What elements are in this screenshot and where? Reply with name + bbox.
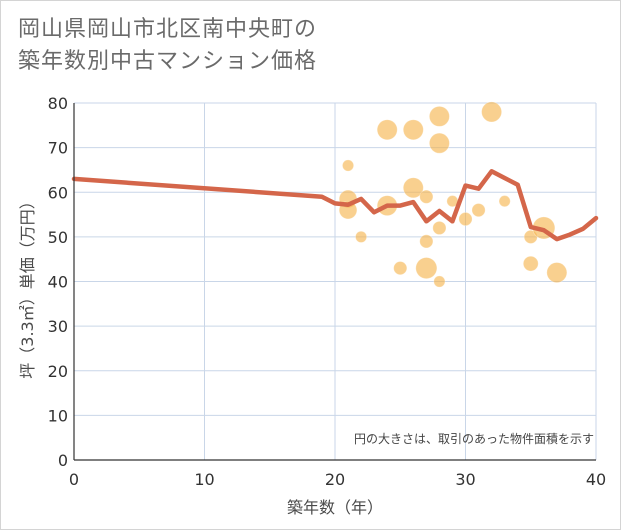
grid-lines [73, 102, 597, 461]
y-tick-label: 80 [48, 94, 68, 113]
x-tick-label: 40 [586, 470, 606, 489]
data-bubble [376, 119, 398, 141]
data-bubble [481, 101, 503, 123]
title-line-2: 築年数別中古マンション価格 [18, 49, 318, 74]
y-tick-label: 40 [48, 273, 68, 292]
trend-line [71, 169, 599, 242]
data-bubble [402, 119, 424, 141]
x-tick-label: 0 [69, 470, 79, 489]
y-tick-label: 10 [48, 406, 68, 425]
data-bubble [342, 159, 355, 172]
axes-layer [73, 103, 596, 461]
tick-labels: 0 10 20 30 40 50 60 70 80 0 10 20 30 40 [48, 94, 607, 489]
data-bubble [546, 262, 568, 284]
data-bubble [428, 105, 450, 127]
x-tick-label: 30 [455, 470, 475, 489]
y-tick-label: 60 [48, 183, 68, 202]
data-bubble [402, 177, 424, 199]
data-bubble [419, 189, 434, 204]
x-tick-label: 20 [325, 470, 345, 489]
y-tick-label: 20 [48, 362, 68, 381]
bubble-layer [338, 101, 568, 288]
data-bubble [522, 255, 539, 272]
trend-layer [71, 169, 599, 242]
data-bubble [415, 257, 438, 280]
chart-title: 岡山県岡山市北区南中央町の 築年数別中古マンション価格 [18, 14, 317, 78]
title-line-1: 岡山県岡山市北区南中央町の [18, 17, 318, 42]
data-bubble [432, 220, 447, 235]
x-tick-label: 10 [194, 470, 214, 489]
y-tick-label: 70 [48, 139, 68, 158]
data-bubble [433, 275, 446, 288]
data-bubble [419, 234, 434, 249]
data-bubble [471, 203, 486, 218]
y-tick-label: 50 [48, 228, 68, 247]
data-bubble [355, 230, 368, 243]
data-bubble [458, 212, 473, 227]
size-note: 円の大きさは、取引のあった物件面積を示す [354, 431, 594, 446]
x-axis-label: 築年数（年） [287, 498, 383, 517]
y-tick-label: 30 [48, 317, 68, 336]
data-bubble [428, 132, 450, 154]
y-axis-label: 坪（3.3㎡）単価（万円） [18, 193, 37, 378]
data-bubble [393, 261, 408, 276]
data-bubble [498, 195, 511, 208]
y-tick-label: 0 [58, 451, 68, 470]
